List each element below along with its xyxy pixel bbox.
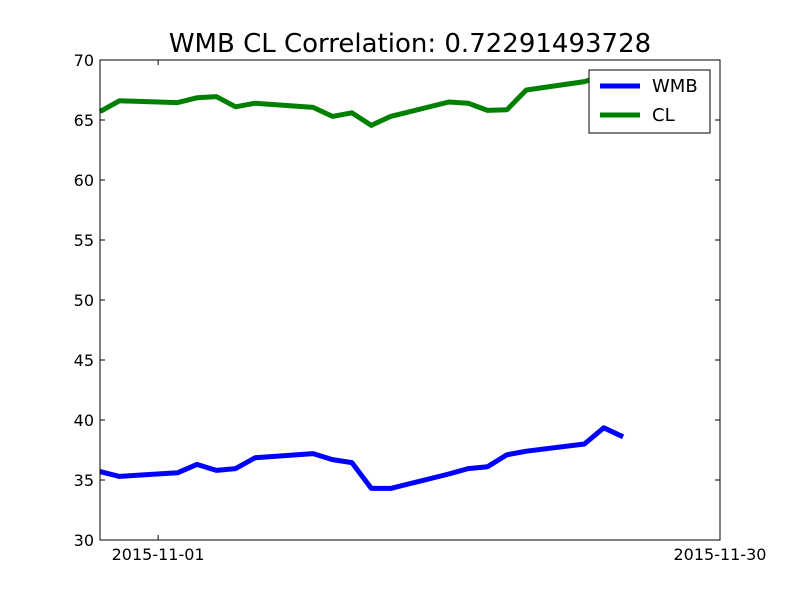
legend-label-wmb: WMB bbox=[652, 76, 698, 97]
x-axis: 2015-11-01 2015-11-30 bbox=[112, 60, 767, 564]
legend-box bbox=[588, 69, 711, 134]
y-tick-label: 60 bbox=[74, 171, 94, 190]
series-layer bbox=[98, 73, 625, 491]
series-line-wmb bbox=[99, 425, 625, 491]
x-tick-label: 2015-11-01 bbox=[112, 545, 205, 564]
y-axis: 30 35 40 45 50 55 60 65 70 bbox=[74, 51, 720, 550]
x-tick-label: 2015-11-30 bbox=[674, 545, 767, 564]
legend-label-cl: CL bbox=[652, 105, 675, 126]
y-tick-label: 70 bbox=[74, 51, 94, 70]
y-tick-label: 45 bbox=[74, 351, 94, 370]
y-tick-label: 40 bbox=[74, 411, 94, 430]
y-tick-label: 55 bbox=[74, 231, 94, 250]
legend: WMB CL bbox=[588, 69, 711, 134]
y-tick-label: 50 bbox=[74, 291, 94, 310]
y-tick-label: 65 bbox=[74, 111, 94, 130]
y-tick-label: 30 bbox=[74, 531, 94, 550]
chart-title: WMB CL Correlation: 0.72291493728 bbox=[169, 29, 651, 59]
y-tick-label: 35 bbox=[74, 471, 94, 490]
series-line-cl bbox=[98, 73, 624, 128]
